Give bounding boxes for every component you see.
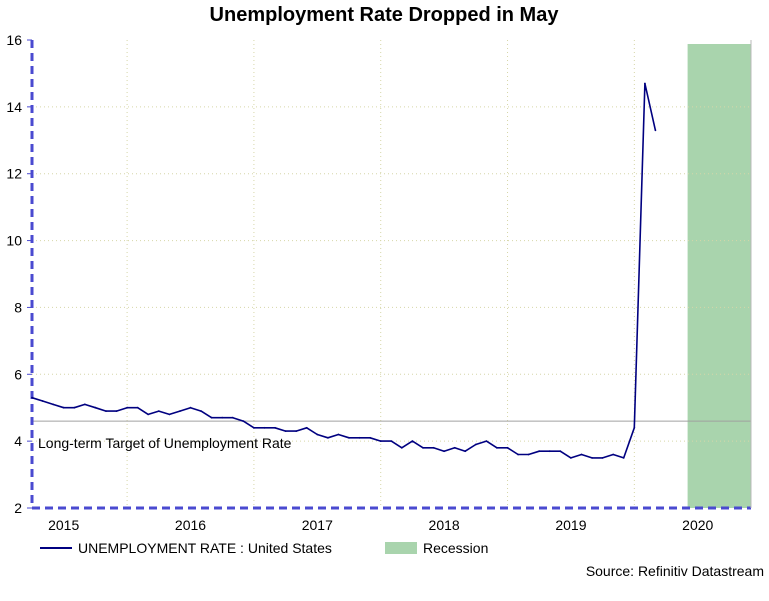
data-point xyxy=(369,436,371,439)
data-point xyxy=(580,453,583,456)
data-point xyxy=(601,457,604,459)
data-point xyxy=(422,446,424,449)
data-point xyxy=(337,433,340,436)
legend-recession-swatch xyxy=(385,542,417,554)
data-point xyxy=(453,446,456,449)
data-point xyxy=(474,443,477,446)
data-point xyxy=(200,410,203,412)
legend-label-recession: Recession xyxy=(423,540,488,556)
data-point xyxy=(221,416,224,419)
data-point xyxy=(411,440,414,442)
data-point xyxy=(136,406,139,409)
legend-label-unemployment: UNEMPLOYMENT RATE : United States xyxy=(78,540,332,556)
data-point xyxy=(295,430,298,432)
data-point xyxy=(327,436,329,439)
data-point xyxy=(517,453,519,456)
data-point xyxy=(210,416,213,419)
data-point xyxy=(263,426,266,429)
y-tick-label: 8 xyxy=(14,299,22,315)
data-point xyxy=(242,420,245,422)
x-tick-label: 2017 xyxy=(302,517,333,533)
data-point xyxy=(147,413,150,416)
data-point xyxy=(126,406,128,409)
data-point xyxy=(390,440,393,442)
series-line-unemployment xyxy=(31,82,657,459)
data-point xyxy=(485,440,488,442)
data-point xyxy=(62,406,65,409)
target-line-label: Long-term Target of Unemployment Rate xyxy=(38,435,292,451)
data-point xyxy=(316,433,319,436)
data-point xyxy=(189,406,192,409)
data-point xyxy=(559,450,562,453)
data-point xyxy=(654,129,657,132)
data-point xyxy=(538,450,541,453)
data-point xyxy=(358,436,361,439)
data-point xyxy=(379,440,382,442)
data-point xyxy=(83,403,86,406)
recession-shade xyxy=(687,44,751,508)
data-point xyxy=(570,457,572,459)
y-tick-label: 4 xyxy=(14,433,22,449)
data-point xyxy=(644,82,646,85)
data-point xyxy=(400,446,403,449)
data-point xyxy=(231,416,234,419)
data-point xyxy=(105,410,107,412)
data-point xyxy=(41,400,44,402)
data-point xyxy=(548,450,551,453)
x-tick-label: 2015 xyxy=(48,517,79,533)
data-point xyxy=(284,430,287,432)
chart-title: Unemployment Rate Dropped in May xyxy=(210,4,560,26)
plot-area: 2 4 6 8 10 12 14 16 2015 2016 2017 2018 2019 2020 Long… xyxy=(6,32,752,533)
data-point xyxy=(179,410,181,412)
data-point xyxy=(253,426,255,429)
x-tick-label: 2016 xyxy=(175,517,206,533)
data-point xyxy=(464,450,467,453)
y-tick-label: 2 xyxy=(14,500,22,516)
data-point xyxy=(94,406,97,409)
y-tick-label: 16 xyxy=(6,32,22,48)
y-tick-label: 6 xyxy=(14,366,22,382)
data-point xyxy=(31,396,33,399)
data-point xyxy=(305,426,308,429)
source-note: Source: Refinitiv Datastream xyxy=(586,563,764,579)
data-point xyxy=(622,457,625,459)
data-point xyxy=(157,410,160,412)
data-point xyxy=(52,403,54,406)
x-tick-label: 2018 xyxy=(429,517,460,533)
data-point xyxy=(168,413,171,416)
data-point xyxy=(73,406,76,409)
data-point xyxy=(496,446,498,449)
data-point xyxy=(432,446,435,449)
data-point xyxy=(527,453,530,456)
y-tick-label: 12 xyxy=(6,166,22,182)
x-tick-label: 2020 xyxy=(682,517,713,533)
x-tick-label: 2019 xyxy=(555,517,586,533)
data-point xyxy=(633,426,636,429)
data-point xyxy=(591,457,593,459)
data-point xyxy=(348,436,350,439)
data-point xyxy=(274,426,276,429)
y-tick-label: 10 xyxy=(6,233,22,249)
legend: UNEMPLOYMENT RATE : United States Recess… xyxy=(40,540,488,556)
data-point xyxy=(443,450,445,453)
data-point xyxy=(115,410,118,412)
data-point xyxy=(506,446,509,449)
data-point xyxy=(612,453,615,456)
y-tick-label: 14 xyxy=(6,99,22,115)
